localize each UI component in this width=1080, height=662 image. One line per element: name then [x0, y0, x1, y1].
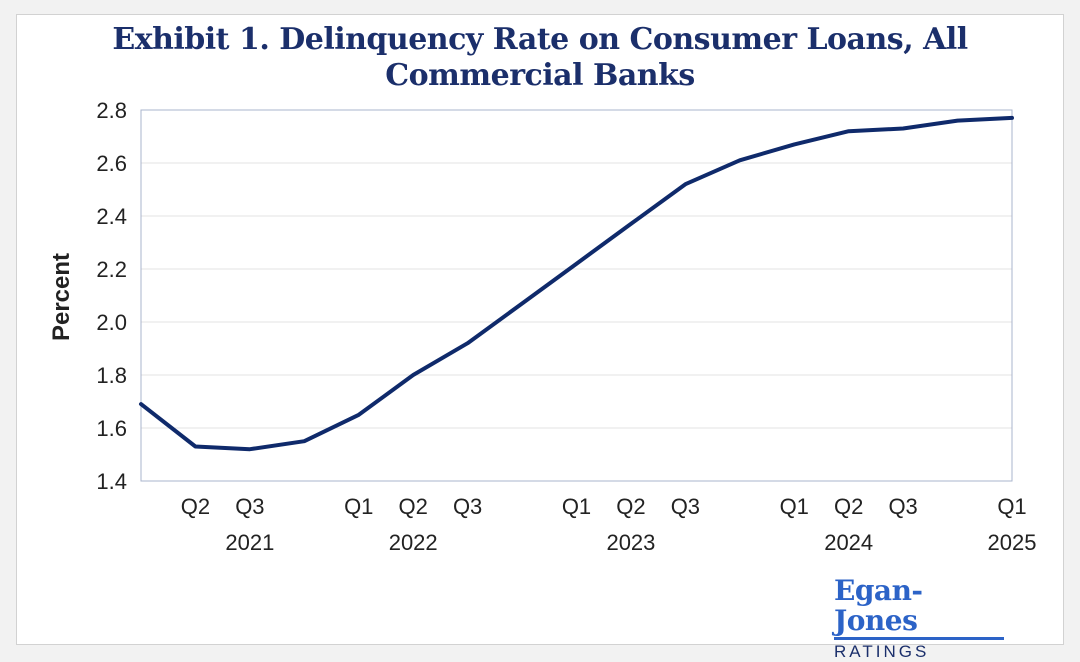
y-axis-label: Percent	[48, 253, 75, 341]
x-tick-quarter-label: Q2	[834, 494, 863, 519]
x-tick-quarter-label: Q2	[616, 494, 645, 519]
plot-area	[140, 109, 1013, 482]
y-tick-label: 2.8	[96, 98, 127, 123]
x-tick-quarter-label: Q2	[181, 494, 210, 519]
x-tick-quarter-label: Q3	[671, 494, 700, 519]
x-axis-ticks: Q2 Q3 Q1 Q2 Q3 Q1 Q2 Q3 Q1 Q2 Q3 Q1 2021 2022 2023 2024…	[181, 494, 1037, 555]
logo-name: Egan-Jones	[834, 576, 1004, 640]
x-tick-year-label: 2025	[988, 530, 1037, 555]
y-axis-ticks: 1.4 1.6 1.8 2.0 2.2 2.4 2.6 2.8	[96, 98, 127, 494]
egan-jones-logo: Egan-Jones RATINGS	[834, 576, 1004, 662]
gridlines	[141, 109, 1012, 482]
x-tick-quarter-label: Q1	[780, 494, 809, 519]
x-tick-quarter-label: Q1	[344, 494, 373, 519]
y-tick-label: 2.0	[96, 310, 127, 335]
delinquency-rate-line	[139, 115, 1014, 452]
x-tick-quarter-label: Q3	[453, 494, 482, 519]
logo-tagline: RATINGS	[834, 642, 930, 661]
x-tick-quarter-label: Q1	[997, 494, 1026, 519]
x-tick-year-label: 2024	[824, 530, 873, 555]
x-tick-year-label: 2023	[606, 530, 655, 555]
y-tick-label: 2.2	[96, 257, 127, 282]
chart-title-line-2: Commercial Banks	[385, 58, 695, 93]
x-tick-year-label: 2021	[225, 530, 274, 555]
x-tick-quarter-label: Q3	[888, 494, 917, 519]
x-tick-quarter-label: Q1	[562, 494, 591, 519]
y-tick-label: 2.6	[96, 151, 127, 176]
y-tick-label: 1.4	[96, 469, 127, 494]
y-tick-label: 1.8	[96, 363, 127, 388]
chart-title: Exhibit 1. Delinquency Rate on Consumer …	[0, 22, 1080, 94]
x-tick-quarter-label: Q3	[235, 494, 264, 519]
x-tick-quarter-label: Q2	[399, 494, 428, 519]
y-tick-label: 2.4	[96, 204, 127, 229]
x-tick-year-label: 2022	[389, 530, 438, 555]
y-tick-label: 1.6	[96, 416, 127, 441]
chart-card	[16, 14, 1064, 645]
chart-title-line-1: Exhibit 1. Delinquency Rate on Consumer …	[112, 22, 968, 57]
